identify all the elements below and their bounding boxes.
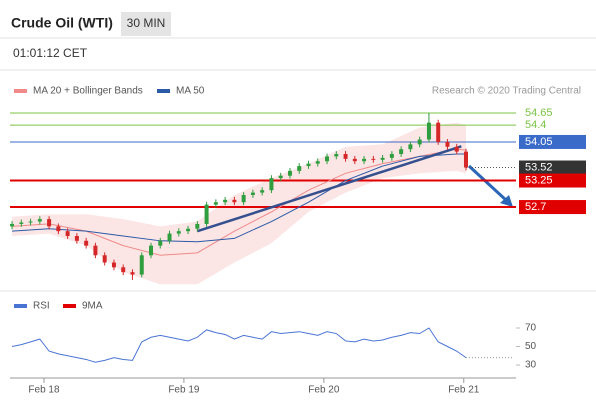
rsi-tick-label: 70 <box>525 323 537 334</box>
candle-body <box>250 192 255 195</box>
candle-body <box>399 149 404 155</box>
level-label: 54.05 <box>525 136 553 148</box>
forecast-arrow <box>467 164 509 203</box>
candle-body <box>260 190 265 193</box>
level-label: 53.25 <box>525 174 553 186</box>
x-tick-label: Feb 20 <box>308 385 340 396</box>
level-label: 54.4 <box>525 119 546 131</box>
level-label: 52.7 <box>525 201 546 213</box>
candle-body <box>121 267 126 273</box>
instrument-title: Crude Oil (WTI) <box>11 15 113 31</box>
candle-body <box>167 233 172 241</box>
ma-line <box>12 153 466 243</box>
candle-body <box>93 245 98 256</box>
candle-body <box>195 223 200 229</box>
candle-body <box>278 175 283 179</box>
candle-body <box>408 144 413 150</box>
candle-body <box>325 156 330 162</box>
legend-swatch <box>157 89 170 93</box>
candle-body <box>389 154 394 158</box>
legend-swatch <box>63 304 76 308</box>
candle-body <box>158 240 163 246</box>
candle-body <box>84 240 89 246</box>
x-tick-label: Feb 18 <box>28 385 60 396</box>
rsi-tick-label: 30 <box>525 360 537 371</box>
candle-body <box>204 204 209 224</box>
candle-body <box>306 163 311 167</box>
candle-body <box>352 158 357 162</box>
candle-body <box>362 158 367 162</box>
candle-body <box>297 166 302 171</box>
level-box <box>519 160 586 175</box>
interval-label[interactable]: 30 MIN <box>127 16 166 30</box>
candle-body <box>65 231 70 236</box>
level-label: 53.52 <box>525 161 553 173</box>
candle-body <box>111 262 116 268</box>
level-label: 54.65 <box>525 107 553 119</box>
candle-body <box>343 154 348 159</box>
candle-body <box>232 199 237 203</box>
bollinger-band <box>12 122 466 285</box>
legend-label: MA 20 + Bollinger Bands <box>33 86 143 97</box>
forecast-arrowhead <box>500 195 513 207</box>
candle-body <box>445 141 450 147</box>
candle-body <box>28 221 33 223</box>
candle-body <box>287 170 292 176</box>
candle-body <box>74 235 79 241</box>
time: 01:01:12 CET <box>13 46 88 60</box>
trend-line <box>196 145 462 233</box>
candle-body <box>454 146 459 152</box>
candle-body <box>19 222 24 224</box>
candle-body <box>241 195 246 203</box>
candle-body <box>463 151 468 168</box>
level-box <box>519 200 586 215</box>
candle-body <box>426 122 431 140</box>
rsi-line <box>11 327 467 363</box>
candle-body <box>139 255 144 275</box>
candle-body <box>56 226 61 232</box>
candle-body <box>371 158 376 160</box>
candle-body <box>380 157 385 160</box>
candle-body <box>186 228 191 232</box>
candle-body <box>47 219 52 227</box>
legend-swatch <box>14 304 27 308</box>
candle-body <box>37 219 42 222</box>
candle-body <box>130 272 135 275</box>
credit: Research © 2020 Trading Central <box>432 86 581 97</box>
legend-label: RSI <box>33 301 50 312</box>
x-tick-label: Feb 19 <box>168 385 200 396</box>
level-box <box>519 134 586 149</box>
candle-body <box>10 223 15 227</box>
candle-body <box>334 154 339 157</box>
candle-body <box>149 245 154 256</box>
legend-label: MA 50 <box>176 86 205 97</box>
candle-body <box>213 202 218 205</box>
candle-body <box>417 139 422 145</box>
candle-body <box>315 161 320 164</box>
rsi-tick-label: 50 <box>525 341 537 352</box>
candle-body <box>223 199 228 203</box>
candle-body <box>176 231 181 234</box>
x-tick-label: Feb 21 <box>448 385 480 396</box>
level-box <box>519 173 586 188</box>
interval-button[interactable] <box>121 12 171 36</box>
candle-body <box>436 122 441 142</box>
legend-label: 9MA <box>82 301 103 312</box>
legend-swatch <box>14 89 27 93</box>
candle-body <box>269 178 274 191</box>
candle-body <box>102 255 107 263</box>
